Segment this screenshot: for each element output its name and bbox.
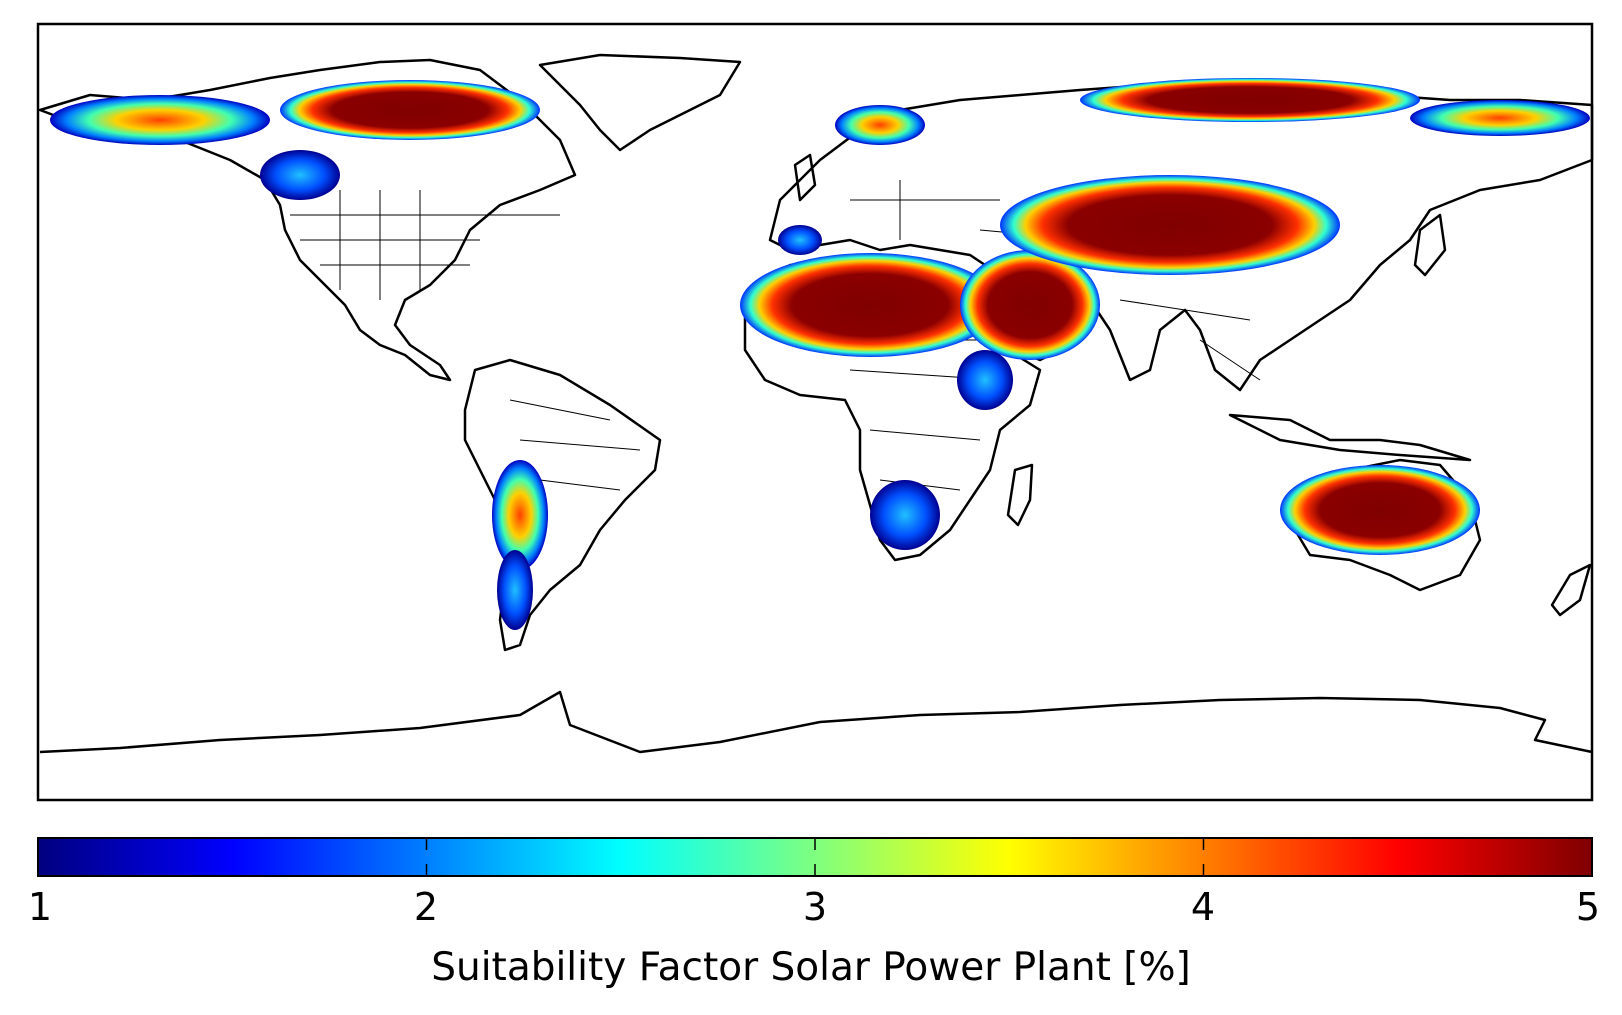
colorbar-tick-2: 2 — [413, 885, 439, 929]
coastlines — [38, 53, 1594, 754]
colorbar-ticks — [425, 838, 1205, 876]
colorbar-tick-1: 1 — [27, 885, 53, 929]
map-plot-area — [36, 22, 1594, 802]
heat-region-central-asia — [1000, 175, 1340, 275]
colorbar-tick-4: 4 — [1190, 885, 1216, 929]
colorbar-label: Suitability Factor Solar Power Plant [%] — [431, 945, 1191, 990]
colorbar-tick-3: 3 — [802, 885, 828, 929]
heat-region-kalahari — [870, 480, 940, 550]
heat-region-australia — [1280, 465, 1480, 555]
heat-region-north-canada — [280, 80, 540, 140]
colorbar-tick-5: 5 — [1575, 885, 1601, 929]
heat-region-andes — [492, 460, 548, 570]
heat-region-sahara — [740, 253, 1000, 357]
suitability-heat-layer — [50, 78, 1590, 630]
heat-region-north-siberia — [1080, 78, 1420, 122]
heat-region-arabia — [960, 250, 1100, 360]
